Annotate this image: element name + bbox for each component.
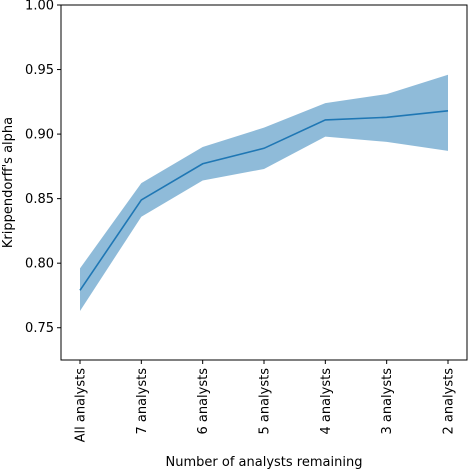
x-axis-label: Number of analysts remaining bbox=[166, 455, 363, 469]
y-tick-label: 0.80 bbox=[25, 257, 54, 272]
x-tick-label: 4 analysts bbox=[319, 368, 334, 435]
y-axis-ticks: 0.75 0.80 0.85 0.90 0.95 1.00 bbox=[25, 0, 61, 336]
y-tick-label: 0.95 bbox=[25, 63, 54, 78]
y-tick-label: 0.90 bbox=[25, 128, 54, 143]
x-tick-label: 3 analysts bbox=[380, 368, 395, 435]
x-tick-label: All analysts bbox=[74, 368, 89, 443]
x-tick-label: 7 analysts bbox=[135, 368, 150, 435]
confidence-band-layer bbox=[80, 74, 448, 311]
series-line-layer bbox=[79, 110, 449, 291]
x-axis-ticks: All analysts 7 analysts 6 analysts 5 analys… bbox=[74, 360, 457, 442]
y-tick-label: 1.00 bbox=[25, 0, 54, 14]
x-tick-label: 5 analysts bbox=[258, 368, 273, 435]
confidence-band bbox=[80, 74, 448, 311]
y-tick-label: 0.75 bbox=[25, 321, 54, 336]
x-tick-label: 6 analysts bbox=[196, 368, 211, 435]
y-axis-label: Krippendorff's alpha bbox=[1, 117, 16, 248]
y-tick-label: 0.85 bbox=[25, 192, 54, 207]
x-tick-label: 2 analysts bbox=[442, 368, 457, 435]
